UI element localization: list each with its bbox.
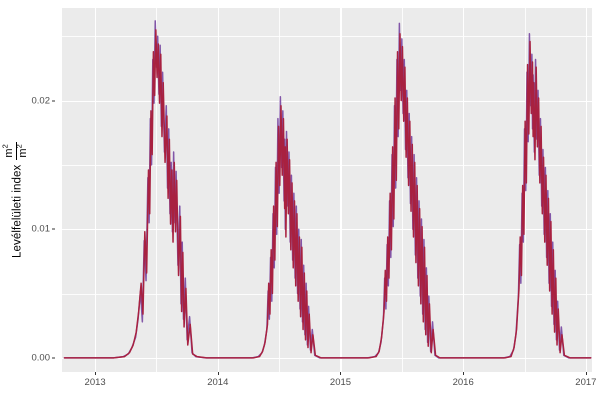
gridline-major-x-3 xyxy=(463,8,465,372)
gridline-minor-x-1 xyxy=(156,8,158,372)
x-tick-label-1: 2014 xyxy=(207,377,229,388)
gridline-minor-y-1 xyxy=(62,164,592,166)
series-lines xyxy=(63,20,592,359)
line-series-darkred xyxy=(63,29,592,359)
y-tick-mark-1 xyxy=(52,228,55,230)
gridline-minor-x-3 xyxy=(401,8,403,372)
x-tick-mark-0 xyxy=(95,372,97,375)
plot-panel xyxy=(62,8,592,372)
y-tick-label-1: 0.01 xyxy=(31,223,51,235)
x-tick-label-0: 2013 xyxy=(84,377,106,388)
y-tick-mark-2 xyxy=(52,100,55,102)
gridline-major-y-2 xyxy=(62,100,592,102)
x-tick-label-2: 2015 xyxy=(329,377,352,388)
y-tick-mark-0 xyxy=(52,357,55,359)
gridline-major-x-0 xyxy=(95,8,97,372)
y-axis-ticks: 0.00 0.01 0.02 xyxy=(0,0,55,400)
gridline-minor-y-2 xyxy=(62,36,592,37)
x-tick-mark-2 xyxy=(340,372,342,375)
x-tick-mark-3 xyxy=(463,372,465,375)
gridline-minor-y-0 xyxy=(62,293,592,295)
gridline-major-y-1 xyxy=(62,229,592,231)
x-tick-mark-4 xyxy=(585,372,587,375)
y-tick-label-0: 0.00 xyxy=(31,352,51,364)
x-tick-label-4: 2017 xyxy=(575,377,597,388)
x-tick-mark-1 xyxy=(217,372,219,375)
gridline-major-x-1 xyxy=(217,8,219,372)
y-tick-label-2: 0.02 xyxy=(31,95,51,107)
gridline-major-x-2 xyxy=(340,8,342,372)
x-tick-label-3: 2016 xyxy=(452,377,474,388)
gridline-major-x-4 xyxy=(585,8,587,372)
